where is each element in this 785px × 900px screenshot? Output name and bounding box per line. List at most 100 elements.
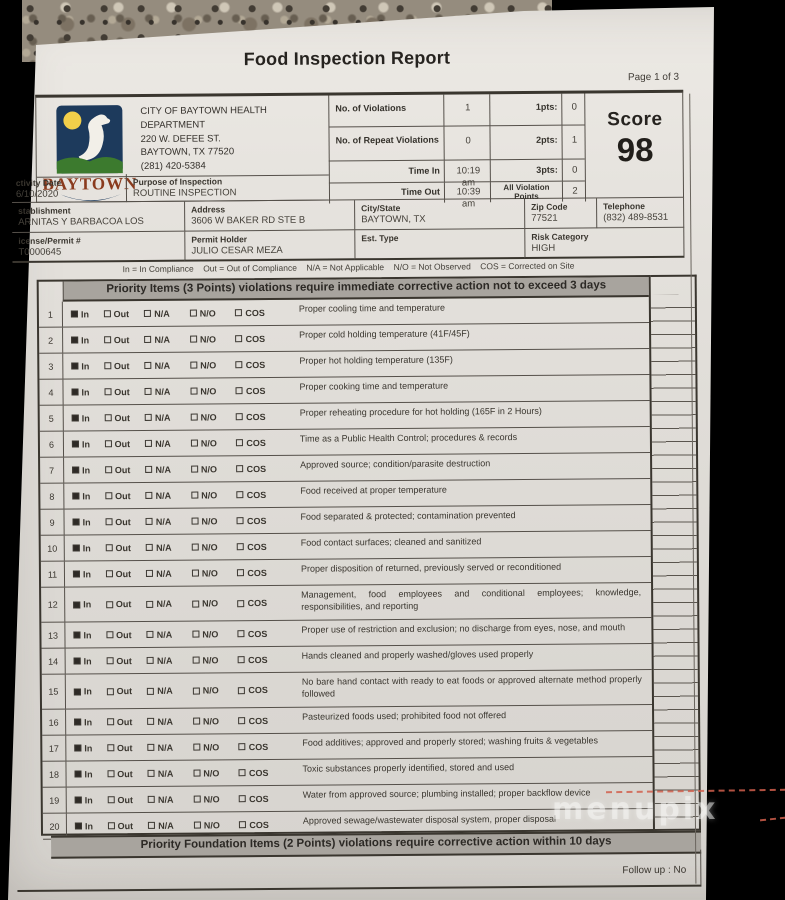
- checkbox-cos: COS: [236, 411, 282, 422]
- checkbox-cos-icon: [238, 743, 246, 751]
- checkbox-out-icon: [104, 440, 112, 448]
- checkbox-cos: COS: [239, 819, 285, 830]
- row-number: 19: [42, 787, 67, 813]
- checkbox-no: N/O: [192, 716, 239, 726]
- checkbox-out-icon: [105, 518, 113, 526]
- checkbox-in: In: [72, 569, 106, 579]
- zip-cell: Zip Code 77521: [524, 198, 597, 229]
- pts-label: 2pts:: [489, 125, 562, 161]
- row-number: 2: [39, 327, 64, 353]
- violations-value: 1: [443, 94, 490, 127]
- checkbox-na-icon: [147, 687, 155, 695]
- checkbox-no-icon: [189, 309, 197, 317]
- checkbox-cos: COS: [237, 541, 283, 552]
- checkbox-out: Out: [103, 360, 145, 371]
- checkbox-na: N/A: [145, 412, 191, 422]
- checkbox-cos-icon: [239, 795, 247, 803]
- checkbox-out-icon: [104, 466, 112, 474]
- checkbox-out-icon: [104, 414, 112, 422]
- checkbox-na-icon: [148, 821, 156, 829]
- checkbox-cos-icon: [235, 387, 243, 395]
- checkbox-in: In: [72, 543, 106, 553]
- checkbox-no-icon: [190, 361, 198, 369]
- checkbox-in-icon: [72, 544, 80, 552]
- checkbox-out: Out: [107, 820, 149, 831]
- checkbox-in-icon: [71, 362, 79, 370]
- checkbox-in: In: [72, 517, 106, 527]
- checkbox-cos-icon: [235, 335, 243, 343]
- checkbox-out-icon: [106, 744, 115, 752]
- checkbox-in-icon: [71, 388, 79, 396]
- item-description: Food contact surfaces; cleaned and sanit…: [300, 536, 482, 548]
- checkbox-out-icon: [107, 822, 115, 830]
- row-checkboxes: In Out N/A N/O COS: [65, 534, 283, 561]
- checkbox-cos-icon: [238, 717, 246, 725]
- checkbox-in-icon: [72, 492, 80, 500]
- checkbox-no: N/O: [190, 360, 236, 370]
- checkbox-no: N/O: [192, 598, 238, 609]
- address-cell: Address 3606 W BAKER RD STE B: [184, 200, 355, 232]
- row-checkboxes: In Out N/A N/O COS: [64, 456, 282, 483]
- row-number: 15: [41, 674, 67, 709]
- checkbox-na: N/A: [147, 686, 193, 696]
- checkbox-in-icon: [72, 466, 80, 474]
- checkbox-cos-icon: [236, 465, 244, 473]
- checkbox-in: In: [71, 387, 104, 397]
- checklist-row: 12 In Out N/A N/O COS Management, food e…: [41, 582, 652, 623]
- row-checkboxes: In Out N/A N/O COS: [63, 300, 281, 327]
- checkbox-na: N/A: [147, 768, 194, 778]
- checkbox-no: N/O: [189, 334, 236, 344]
- checkbox-in-icon: [71, 414, 79, 422]
- row-number: 5: [39, 405, 64, 431]
- checkbox-out-icon: [105, 570, 113, 578]
- checkbox-in: In: [71, 335, 104, 345]
- item-description: Food received at proper temperature: [300, 484, 447, 496]
- row-checkboxes: In Out N/A N/O COS: [66, 760, 284, 787]
- row-checkboxes: In Out N/A N/O COS: [65, 560, 283, 587]
- item-description: Proper cooking time and temperature: [299, 380, 449, 392]
- item-description: Proper hot holding temperature (135F): [299, 354, 453, 366]
- checkbox-out-icon: [107, 796, 115, 804]
- checkbox-in: In: [73, 656, 107, 666]
- checkbox-out: Out: [103, 334, 145, 345]
- pts-value: 0: [561, 93, 585, 126]
- item-description: Food separated & protected; contaminatio…: [300, 510, 516, 522]
- checkbox-na-icon: [145, 491, 153, 499]
- checkbox-out: Out: [106, 742, 148, 753]
- checkbox-no: N/O: [190, 464, 237, 474]
- checkbox-na-icon: [145, 413, 153, 421]
- row-number: 11: [40, 561, 66, 587]
- checkbox-no-icon: [193, 769, 201, 777]
- checkbox-na-icon: [146, 569, 154, 577]
- checkbox-in-icon: [73, 687, 81, 696]
- checkbox-out-icon: [105, 600, 113, 608]
- checkbox-no: N/O: [193, 768, 239, 778]
- compliance-legend: In = In Compliance Out = Out of Complian…: [122, 260, 575, 275]
- violations-label: No. of Repeat Violations: [328, 126, 444, 162]
- checkbox-cos: COS: [235, 359, 282, 370]
- checkbox-out-icon: [106, 687, 114, 695]
- activity-date-label: ctivity Date: [15, 177, 62, 188]
- checkbox-cos-icon: [236, 439, 244, 447]
- score-cell: Score 98: [584, 92, 686, 202]
- item-description: Proper cold holding temperature (41F/45F…: [299, 328, 470, 340]
- checkbox-in: In: [72, 465, 105, 475]
- checkbox-no: N/O: [189, 308, 236, 318]
- checkbox-no-icon: [192, 717, 201, 725]
- checkbox-cos-icon: [237, 543, 245, 551]
- row-checkboxes: In Out N/A N/O COS: [67, 786, 285, 813]
- checkbox-na: N/A: [144, 308, 190, 318]
- checkbox-cos-icon: [236, 517, 244, 525]
- row-number: 16: [42, 709, 67, 735]
- checkbox-in-icon: [74, 796, 82, 804]
- row-number: 8: [40, 483, 65, 509]
- checkbox-cos: COS: [238, 715, 285, 726]
- checkbox-out: Out: [107, 768, 148, 779]
- checkbox-no-icon: [191, 569, 199, 577]
- checkbox-no-icon: [193, 821, 201, 829]
- checkbox-in: In: [73, 599, 106, 609]
- pts-value: 0: [561, 159, 585, 182]
- checkbox-in: In: [73, 630, 106, 640]
